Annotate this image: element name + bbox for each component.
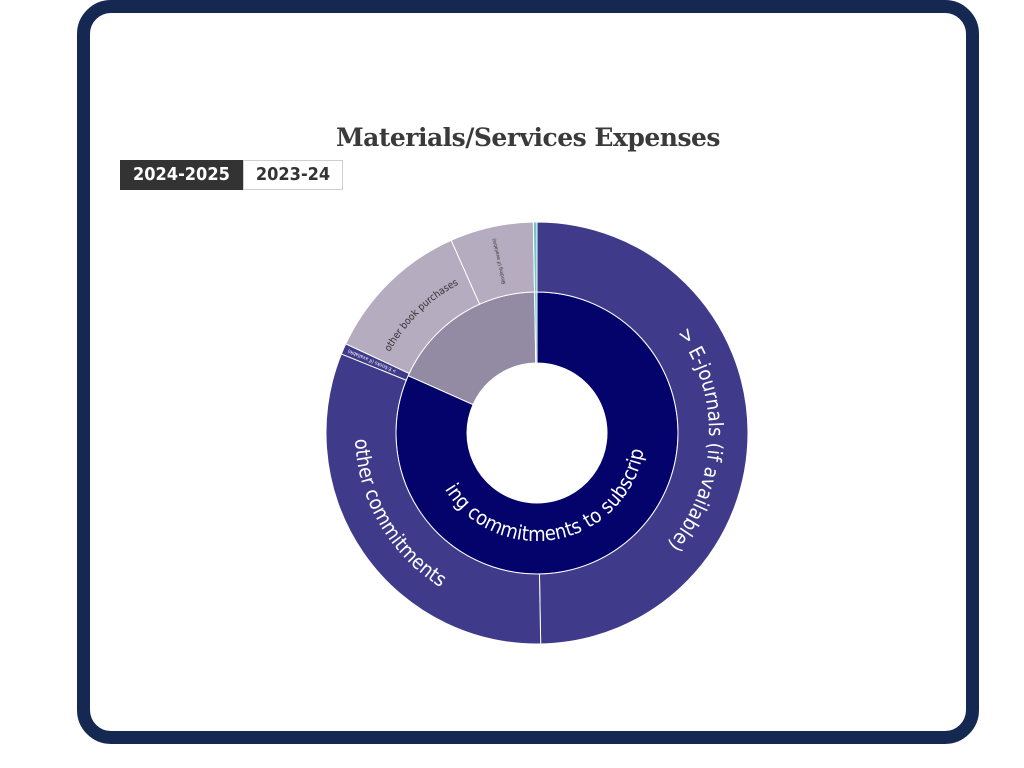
tab-2024-2025[interactable]: 2024-2025 [120, 160, 243, 190]
year-tabs: 2024-2025 2023-24 [120, 160, 344, 190]
chart-title: Materials/Services Expenses [335, 123, 721, 152]
outer-segment-other-commitments[interactable] [325, 353, 542, 645]
outer-segment-e-journals-if-available[interactable] [536, 221, 749, 645]
outer-segment-unlabeled-5[interactable] [532, 221, 538, 293]
tab-2023-24[interactable]: 2023-24 [242, 160, 344, 190]
